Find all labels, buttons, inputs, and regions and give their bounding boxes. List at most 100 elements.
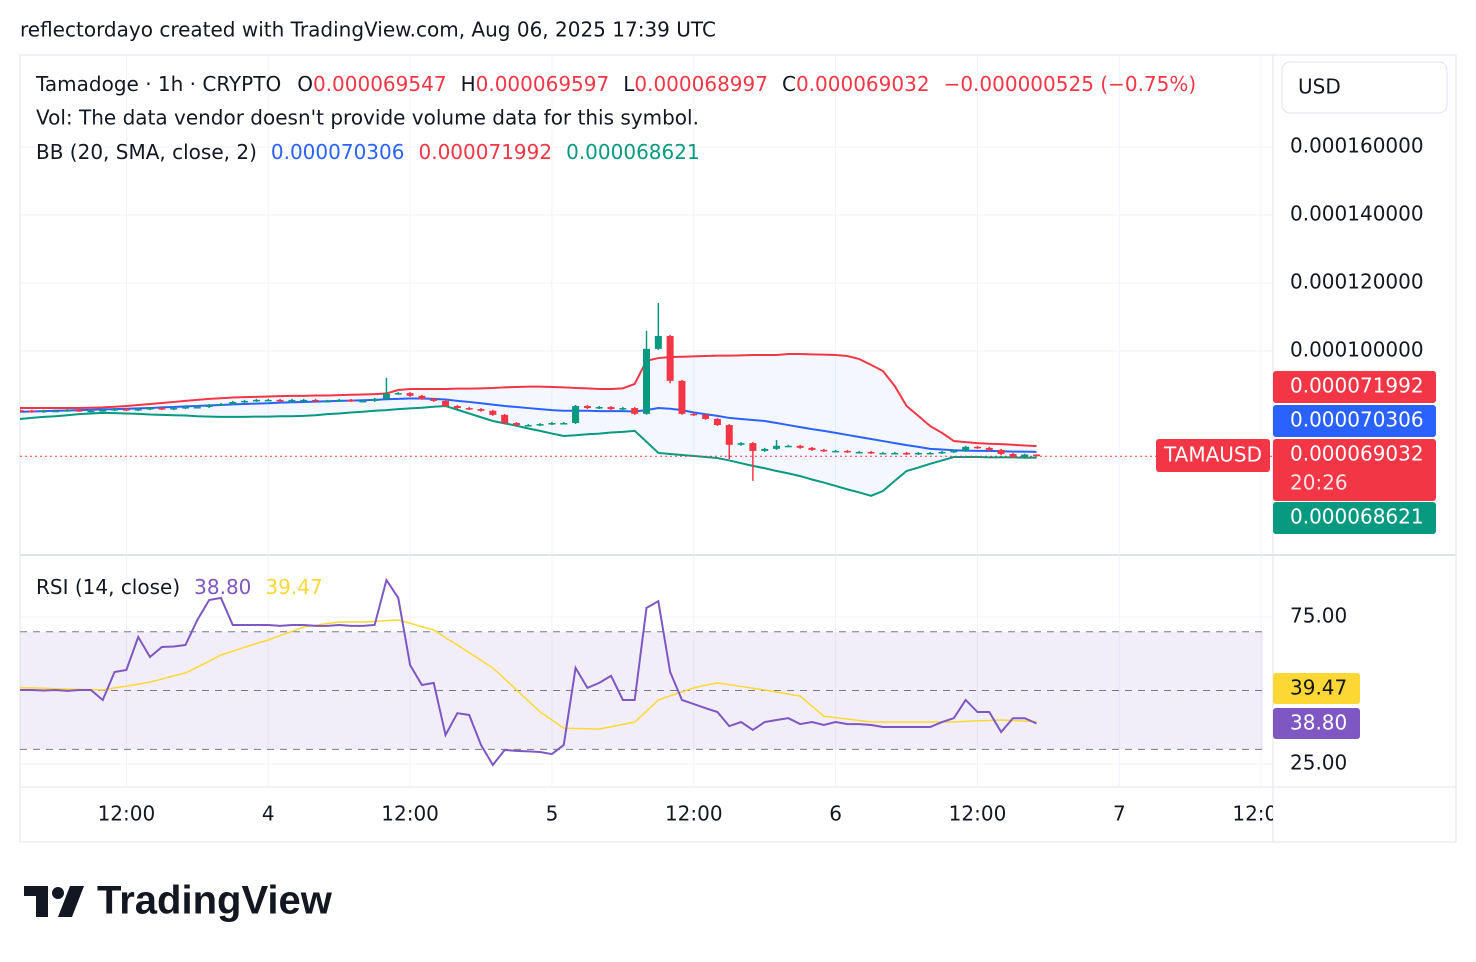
lower-price-label: 0.000068621 [1290, 505, 1424, 529]
candle-body [371, 398, 379, 401]
candle-body [477, 409, 485, 411]
candle-body [512, 423, 520, 426]
lower-price-label-bg [1273, 502, 1436, 534]
basis-price-label-bg [1273, 405, 1436, 437]
candle-body [737, 443, 745, 445]
caption: reflectordayo created with TradingView.c… [20, 18, 716, 42]
x-tick-label: 12:00 [381, 802, 439, 826]
ohlc-value: 0.000069032 [796, 72, 930, 96]
change: −0.000000525 (−0.75%) [944, 72, 1197, 96]
candle-body [111, 409, 119, 411]
ohlc-value: 0.000069547 [313, 72, 447, 96]
candle-body [323, 400, 331, 403]
bb-value: 0.000068621 [566, 140, 700, 164]
candle-body [725, 425, 733, 445]
candle-body [867, 451, 875, 454]
x-tick-label: 6 [829, 802, 842, 826]
rsi-line [20, 577, 1037, 767]
logo-text: TradingView [97, 879, 333, 923]
candle-body [891, 452, 899, 455]
last-price-label: 0.000069032 [1290, 442, 1424, 466]
candle-body [973, 446, 981, 449]
basis-price-label: 0.000070306 [1290, 408, 1424, 432]
candle-body [1033, 454, 1041, 457]
candle-body [406, 393, 414, 396]
candle-body [75, 410, 83, 412]
bb-lower-line [20, 405, 1037, 497]
volume-note: Vol: The data vendor doesn't provide vol… [36, 106, 699, 130]
candle-body [749, 443, 757, 451]
rsi-axis-label: 39.47 [1290, 676, 1347, 700]
candle-body [170, 408, 178, 410]
currency-button[interactable] [1281, 61, 1448, 114]
candle-body [418, 395, 426, 399]
rsi-value: 39.47 [265, 575, 322, 599]
candle-body [99, 410, 107, 412]
candle-body [879, 452, 887, 455]
candle-body [276, 399, 284, 402]
candle-body [938, 451, 946, 454]
candle-body [87, 410, 95, 413]
candle-body [985, 447, 993, 450]
ohlc-value: 0.000069597 [476, 72, 610, 96]
candle-body [442, 400, 450, 407]
countdown: 20:26 [1290, 471, 1348, 495]
candle-body [572, 406, 580, 424]
bb-value: 0.000070306 [271, 140, 405, 164]
candle-body [773, 445, 781, 449]
candle-body [193, 407, 201, 409]
candle-body [40, 410, 48, 413]
y-tick-label: 75.00 [1290, 604, 1347, 628]
candle-body [607, 407, 615, 410]
rsi-legend: RSI (14, close) 38.80 39.47 [36, 575, 323, 599]
candle-body [631, 408, 639, 414]
candle-body [146, 408, 154, 410]
candle-body [690, 413, 698, 416]
candle-body [241, 400, 249, 403]
candle-body [430, 398, 438, 401]
currency[interactable]: USD [1298, 75, 1341, 99]
x-tick-label: 7 [1113, 802, 1126, 826]
candle-body [28, 410, 36, 413]
ohlc-letter: O [297, 72, 313, 96]
rsi-line [20, 619, 1037, 730]
y-tick-label: 0.000100000 [1290, 337, 1424, 361]
candle-body [666, 335, 674, 381]
candle-body [63, 410, 71, 412]
candle-body [347, 399, 355, 402]
candle-body [217, 403, 225, 406]
x-tick-label: 12:00 [98, 802, 156, 826]
rsi-title: RSI (14, close) [36, 575, 180, 599]
logo: TradingView [24, 879, 333, 923]
candle-body [122, 409, 130, 411]
candle-body [583, 406, 591, 409]
ohlc-value: 0.000068997 [634, 72, 768, 96]
x-tick-label: 5 [546, 802, 559, 826]
candle-body [489, 410, 497, 415]
candle-body [252, 399, 260, 402]
x-tick-label: 12:00 [1232, 802, 1290, 826]
bb-value: 0.000071992 [418, 140, 552, 164]
bb-title: BB (20, SMA, close, 2) [36, 140, 257, 164]
candle-body [926, 452, 934, 455]
candle-body [453, 406, 461, 409]
candle-body [51, 410, 59, 413]
legend: Tamadoge · 1h · CRYPTO O0.000069547 H0.000… [35, 72, 1196, 96]
candle-body [1021, 454, 1029, 458]
candle-body [914, 452, 922, 455]
upper-price-label-bg [1273, 371, 1436, 403]
candle-body [560, 423, 568, 425]
candle-body [784, 445, 792, 448]
bb-basis-line [20, 397, 1037, 453]
x-tick-label: 12:00 [949, 802, 1007, 826]
x-tick-label: 12:00 [665, 802, 723, 826]
candle-body [229, 401, 237, 404]
candle-body [548, 423, 556, 425]
candle-body [832, 450, 840, 453]
candle-body [134, 409, 142, 411]
candle-body [465, 408, 473, 410]
rsi-axis-label: 38.80 [1290, 711, 1347, 735]
y-tick-label: 0.000160000 [1290, 133, 1424, 157]
candle-body [903, 452, 911, 455]
bb-legend: BB (20, SMA, close, 2) 0.000070306 0.00007… [36, 140, 700, 164]
